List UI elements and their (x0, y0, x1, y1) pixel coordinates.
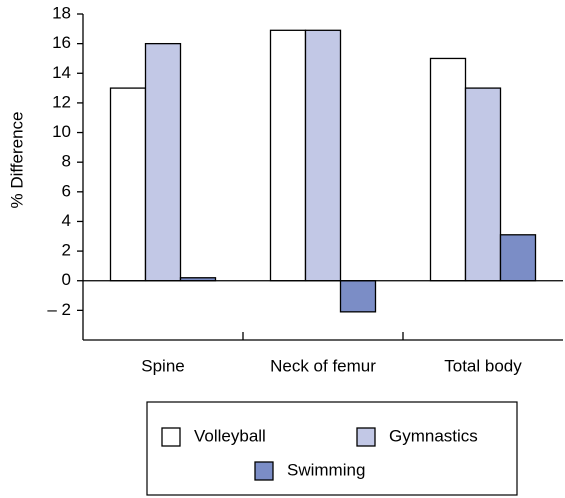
y-tick-label: 6 (62, 181, 71, 200)
bar (109, 87, 147, 282)
y-tick-label: 16 (52, 33, 71, 52)
legend-swatch (356, 427, 376, 447)
y-tick-label: 0 (62, 270, 71, 289)
bar (144, 42, 182, 282)
legend-box (146, 401, 518, 496)
legend-label: Swimming (287, 460, 365, 479)
legend-swatch (161, 427, 181, 447)
y-tick-label: 18 (52, 3, 71, 22)
y-tick-label: 4 (62, 211, 71, 230)
x-tick-label: Neck of femur (270, 356, 376, 375)
y-axis-label: % Difference (7, 111, 26, 208)
y-tick-label: 8 (62, 152, 71, 171)
x-tick-label: Spine (141, 356, 184, 375)
bar (269, 29, 307, 282)
bar (499, 234, 537, 282)
x-tick-label: Total body (444, 356, 522, 375)
legend-label: Gymnastics (389, 426, 478, 445)
y-tick-label: 12 (52, 92, 71, 111)
y-tick-label: – 2 (47, 300, 71, 319)
bar (429, 57, 467, 282)
legend-label: Volleyball (194, 426, 266, 445)
bar (339, 280, 377, 313)
bar (304, 29, 342, 282)
y-tick-label: 14 (52, 63, 71, 82)
bar (464, 87, 502, 282)
y-tick-label: 2 (62, 241, 71, 260)
y-tick-label: 10 (52, 122, 71, 141)
legend-swatch (254, 461, 274, 481)
